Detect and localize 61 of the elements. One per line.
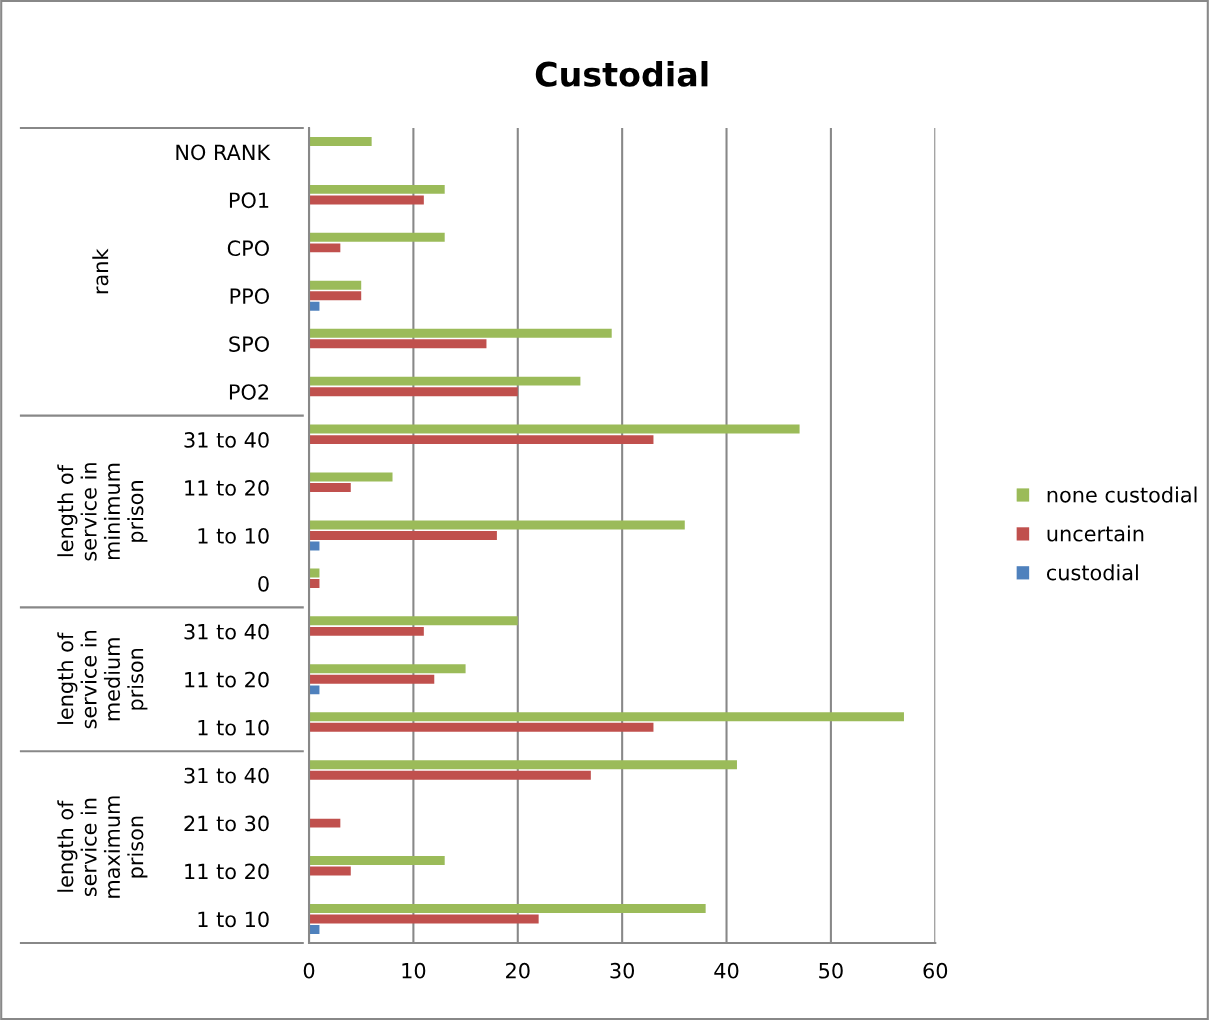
- bar: [309, 818, 341, 828]
- bar: [309, 616, 518, 626]
- text: rank: [92, 248, 109, 294]
- text: length of service in minimum prison: [57, 463, 148, 561]
- bar: [309, 243, 341, 253]
- bar: [309, 339, 487, 349]
- bar: [309, 387, 518, 397]
- bar: [309, 712, 904, 722]
- y-tick-label: CPO: [227, 240, 269, 257]
- text: length of service in medium prison: [57, 630, 148, 729]
- x-tick-label: 30: [610, 962, 635, 979]
- chart-title: Custodial: [535, 61, 708, 87]
- y-tick-label: 11 to 20: [185, 671, 269, 688]
- bar: [309, 195, 424, 205]
- bar: [309, 232, 445, 242]
- x-tick-label: 10: [402, 962, 426, 979]
- y-tick-label: PO1: [229, 192, 269, 209]
- legend-label: custodial: [1046, 564, 1138, 581]
- y-tick-label: 1 to 10: [198, 527, 269, 544]
- bar: [309, 520, 685, 530]
- bar: [309, 856, 445, 866]
- bar: [309, 136, 372, 146]
- y-tick-label: 31 to 40: [184, 767, 269, 784]
- bar: [309, 376, 581, 386]
- y-tick-label: 11 to 20: [185, 863, 269, 880]
- bar: [309, 184, 445, 194]
- bar: [309, 664, 466, 674]
- x-tick-label: 0: [303, 962, 315, 979]
- y-tick-label: 31 to 40: [184, 623, 269, 640]
- bar: [309, 722, 654, 732]
- y-tick-label: 31 to 40: [184, 432, 269, 448]
- bar: [309, 531, 497, 540]
- y-tick-label: 0: [258, 575, 269, 592]
- bar: [309, 626, 424, 636]
- y-tick-label: 1 to 10: [198, 719, 269, 736]
- legend-label: uncertain: [1047, 525, 1144, 542]
- text: length of service in maximum prison: [57, 796, 148, 898]
- x-tick-label: 20: [506, 962, 530, 979]
- y-tick-label: PO2: [229, 384, 269, 400]
- legend-label: none custodial: [1047, 486, 1197, 503]
- bar: [309, 770, 591, 780]
- bar: [309, 483, 351, 493]
- y-tick-label: NO RANK: [176, 144, 271, 161]
- x-tick-label: 50: [819, 962, 843, 979]
- bar: [309, 328, 612, 338]
- bar: [309, 280, 362, 290]
- bar: [309, 674, 435, 684]
- bar: [309, 866, 351, 876]
- y-tick-label: PPO: [230, 288, 269, 305]
- bar: [309, 914, 539, 924]
- bar: [309, 903, 706, 913]
- bar: [309, 291, 362, 301]
- x-tick-label: 40: [714, 962, 739, 979]
- bar: [309, 424, 800, 434]
- y-tick-label: SPO: [229, 336, 269, 352]
- x-tick-label: 60: [923, 962, 948, 979]
- y-tick-label: 11 to 20: [185, 480, 269, 496]
- y-tick-label: 21 to 30: [184, 815, 269, 832]
- bar: [309, 760, 737, 770]
- bar: [309, 435, 654, 445]
- y-tick-label: 1 to 10: [198, 911, 269, 928]
